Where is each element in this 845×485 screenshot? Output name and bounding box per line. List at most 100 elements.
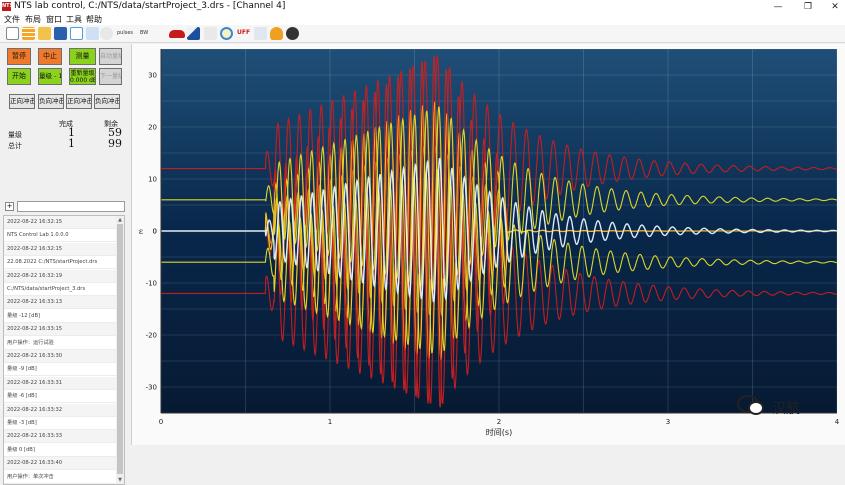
sine-wave-icon[interactable] [70, 27, 83, 40]
log-entry: NTS Control Lab 1.0.0.0 [4, 229, 117, 243]
music-icon[interactable] [254, 27, 267, 40]
headphones-icon[interactable] [270, 27, 283, 40]
scroll-thumb[interactable] [117, 224, 123, 474]
pause-button[interactable]: 暂停 [7, 48, 31, 65]
log-entry: 2022-08-22 16:33:40 [4, 457, 117, 471]
y-tick-label: -10 [146, 280, 157, 288]
spectrum-icon[interactable] [86, 27, 99, 40]
menu-tools[interactable]: 工具 [66, 15, 82, 24]
event-log: 2022-08-22 16:32:15 NTS Control Lab 1.0.0… [3, 215, 125, 485]
log-entry: 2022-08-22 16:33:31 [4, 376, 117, 390]
series-line [161, 106, 838, 293]
pulses-label[interactable]: pulses [117, 30, 134, 36]
series-line [161, 157, 838, 303]
total-remaining-value: 99 [108, 137, 122, 150]
scroll-up-icon[interactable]: ▲ [118, 217, 122, 223]
log-entry: 2022-08-22 16:33:32 [4, 403, 117, 417]
log-entry: 22.08.2022 C:/NTS/startProject.drs [4, 256, 117, 270]
level-adjust-button[interactable]: 量级 - 1 [38, 68, 62, 85]
y-tick-label: 0 [153, 228, 157, 236]
log-entry: 量级 -9 [dB] [4, 363, 117, 377]
restart-level-value: 0.000 dB [70, 77, 96, 84]
maximize-button[interactable]: ❐ [803, 2, 813, 12]
x-tick-label: 1 [328, 418, 332, 426]
x-tick-label: 2 [497, 418, 501, 426]
start-button[interactable]: 开始 [7, 68, 31, 85]
series-line [161, 55, 838, 281]
log-entry: 用户操作：运行试验 [4, 337, 117, 350]
level-done-value: 1 [68, 126, 75, 139]
next-level-button[interactable]: 下一量级 [99, 68, 122, 85]
y-axis-label: ε [139, 227, 143, 236]
done-header: 完成 [59, 120, 73, 128]
remaining-header: 剩余 [104, 120, 118, 128]
log-entry: 量级 -3 [dB] [4, 417, 117, 430]
disk-icon[interactable] [100, 27, 113, 40]
open-folder-icon[interactable] [38, 27, 51, 40]
shock-button-1[interactable]: 正向冲击 [9, 94, 35, 109]
log-entry: 2022-08-22 16:32:15 [4, 242, 117, 256]
y-tick-label: -20 [146, 332, 157, 340]
red-car-icon[interactable] [169, 30, 185, 38]
menu-bar: 文件 布局 窗口 工具 帮助 [0, 14, 845, 25]
shock-button-3[interactable]: 正向冲击 [66, 94, 92, 109]
x-tick-label: 3 [666, 418, 670, 426]
level-label: 量级 [8, 131, 22, 139]
title-bar: NTS NTS lab control, C:/NTS/data/startPr… [0, 0, 845, 14]
x-tick-label: 4 [835, 418, 840, 426]
log-entry: 2022-08-22 16:33:13 [4, 296, 117, 310]
total-label: 总计 [8, 142, 22, 150]
y-tick-label: 0 [153, 228, 157, 236]
shock-button-2[interactable]: 负向冲击 [38, 94, 64, 109]
log-entry: 2022-08-22 16:33:15 [4, 323, 117, 337]
log-entry: 2022-08-22 16:32:19 [4, 269, 117, 283]
uff-icon[interactable]: UFF [237, 29, 251, 36]
toolbar: pulses BW UFF [0, 25, 845, 43]
app-logo-icon: NTS [2, 2, 14, 11]
tools-icon[interactable] [204, 27, 217, 40]
close-button[interactable]: ✕ [831, 2, 839, 12]
y-tick-label: 20 [148, 124, 157, 132]
scroll-down-icon[interactable]: ▼ [118, 477, 122, 483]
shock-button-4[interactable]: 负向冲击 [94, 94, 120, 109]
add-filter-button[interactable]: + [5, 202, 14, 211]
wechat-icon [737, 395, 764, 415]
log-entry: C:/NTS/data/startProject_3.drs [4, 283, 117, 296]
measure-button[interactable]: 测量 [69, 48, 96, 65]
new-file-icon[interactable] [6, 27, 19, 40]
control-panel: 暂停 中止 测量 自动量级 开始 量级 - 1 重新量级 0.000 dB 下一… [0, 44, 128, 485]
total-done-value: 1 [68, 137, 75, 150]
restart-level-label: 重新量级 [70, 70, 95, 77]
chart-panel: 0 1 2 3 4 -30 -20 -10 0 10 20 30 0 时间(s) ε [131, 44, 845, 445]
menu-file[interactable]: 文件 [4, 15, 20, 24]
x-tick-label: 0 [159, 418, 163, 426]
y-tick-label: 30 [148, 72, 157, 80]
log-scrollbar[interactable]: ▲ ▼ [116, 216, 124, 484]
bw-label[interactable]: BW [140, 30, 149, 36]
menu-window[interactable]: 窗口 [46, 15, 62, 24]
mountain-icon[interactable] [187, 27, 200, 40]
grid-icon[interactable] [22, 27, 35, 40]
y-tick-label: -30 [146, 384, 157, 392]
zoom-search-icon[interactable] [220, 27, 233, 40]
log-entry: 用户操作：单次冲击 [4, 471, 117, 484]
menu-layout[interactable]: 布局 [25, 15, 41, 24]
filter-input[interactable] [17, 201, 125, 212]
film-reel-icon[interactable] [286, 27, 299, 40]
log-entry: 2022-08-22 16:32:15 [4, 216, 117, 229]
restart-level-button[interactable]: 重新量级 0.000 dB [69, 68, 96, 85]
minimize-button[interactable]: — [773, 2, 783, 12]
log-entry: 量级 -6 [dB] [4, 390, 117, 404]
log-entry: 2022-08-22 16:33:33 [4, 430, 117, 444]
watermark-text: 汉航 [772, 401, 800, 417]
menu-help[interactable]: 帮助 [86, 15, 102, 24]
save-icon[interactable] [54, 27, 67, 40]
window-title: NTS lab control, C:/NTS/data/startProjec… [14, 1, 286, 11]
log-entry: 量级 -12 [dB] [4, 310, 117, 323]
stop-button[interactable]: 中止 [38, 48, 62, 65]
x-axis-label: 时间(s) [486, 427, 512, 437]
level-remaining-value: 59 [108, 126, 122, 139]
auto-level-button[interactable]: 自动量级 [99, 48, 122, 65]
log-entry: 2022-08-22 16:33:30 [4, 350, 117, 363]
